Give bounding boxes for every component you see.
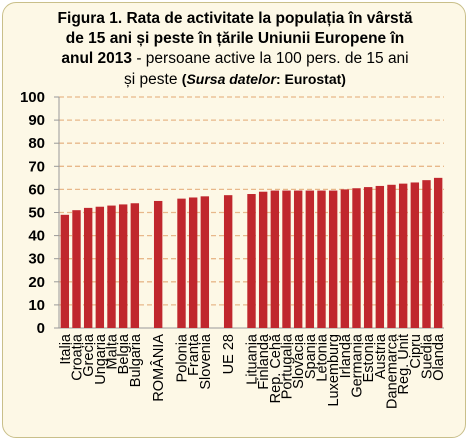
y-tick-label: 40 <box>28 228 45 245</box>
x-category-label: Reg. Unit <box>396 334 412 394</box>
x-category-label: Danemarca <box>385 333 401 409</box>
x-category-label: Franța <box>186 333 202 376</box>
bar <box>328 190 338 328</box>
y-tick-label: 30 <box>28 251 45 268</box>
y-tick-label: 10 <box>28 297 45 314</box>
bar <box>247 194 256 328</box>
x-category-label: Suedia <box>420 333 436 379</box>
y-tick-label: 90 <box>28 112 45 129</box>
x-category-label: ROMÂNIA <box>150 334 167 402</box>
y-tick-label: 20 <box>28 274 45 291</box>
x-category-label: Slovacia <box>291 333 307 389</box>
bar <box>375 185 385 328</box>
x-category-label: Ungaria <box>93 333 109 385</box>
bar <box>433 177 443 328</box>
x-category-label: Rep. Cehă <box>268 333 284 403</box>
y-tick-label: 100 <box>20 89 45 106</box>
y-tick-label: 80 <box>28 135 45 152</box>
x-category-label: Croația <box>70 333 86 381</box>
bar <box>177 198 186 328</box>
bar <box>153 200 163 328</box>
bar <box>398 183 408 328</box>
bar <box>200 196 210 328</box>
title-source: (Sursa datelor: Eurostat) <box>181 71 346 87</box>
x-category-label: Slovenia <box>198 333 214 390</box>
bar <box>363 187 373 328</box>
x-category-label: Irlanda <box>338 333 354 378</box>
x-category-label: Letonia <box>315 333 331 382</box>
bar <box>270 190 280 328</box>
x-category-label: Spania <box>303 333 319 379</box>
x-category-label: Germania <box>350 333 366 398</box>
bar <box>83 207 93 328</box>
bar <box>188 197 198 328</box>
y-tick-label: 70 <box>28 158 45 175</box>
x-category-label: Lituania <box>245 333 261 385</box>
x-category-label: Belgia <box>116 333 132 374</box>
bar <box>410 182 420 328</box>
y-tick-label: 50 <box>28 205 45 222</box>
x-category-label: Portugalia <box>280 333 296 399</box>
x-category-label: Malta <box>105 333 121 369</box>
bar <box>282 190 291 328</box>
bar <box>60 214 70 328</box>
chart-title: Figura 1. Rata de activitate la populați… <box>55 9 415 90</box>
x-category-label: UE 28 <box>221 334 237 374</box>
x-category-label: Italia <box>58 333 74 365</box>
x-category-label: Grecia <box>81 333 97 377</box>
title-bold: Figura 1. Rata de activitate la populați… <box>57 10 413 67</box>
bar <box>352 188 361 328</box>
bar <box>387 184 396 328</box>
bar <box>317 190 326 328</box>
x-category-label: Austria <box>373 333 389 379</box>
y-tick-label: 0 <box>37 320 45 337</box>
bar <box>223 195 233 328</box>
x-category-label: Luxemburg <box>326 334 342 407</box>
bar <box>258 191 268 328</box>
bar <box>72 210 81 328</box>
y-tick-label: 60 <box>28 181 45 198</box>
bar <box>107 205 116 328</box>
x-category-label: Estonia <box>361 333 377 382</box>
bar <box>340 189 350 328</box>
bar <box>422 180 431 328</box>
x-category-label: Bulgaria <box>128 333 144 387</box>
bar <box>118 204 128 328</box>
x-category-label: Cipru <box>408 334 424 369</box>
bar <box>305 190 315 328</box>
bar <box>130 203 140 328</box>
bar <box>293 190 303 328</box>
x-category-label: Olanda <box>431 333 447 381</box>
x-category-label: Finlanda <box>256 333 272 390</box>
title-normal: - persoane active la 100 pers. de 15 ani… <box>124 50 409 88</box>
x-category-label: Polonia <box>175 333 191 382</box>
bar <box>95 206 105 328</box>
